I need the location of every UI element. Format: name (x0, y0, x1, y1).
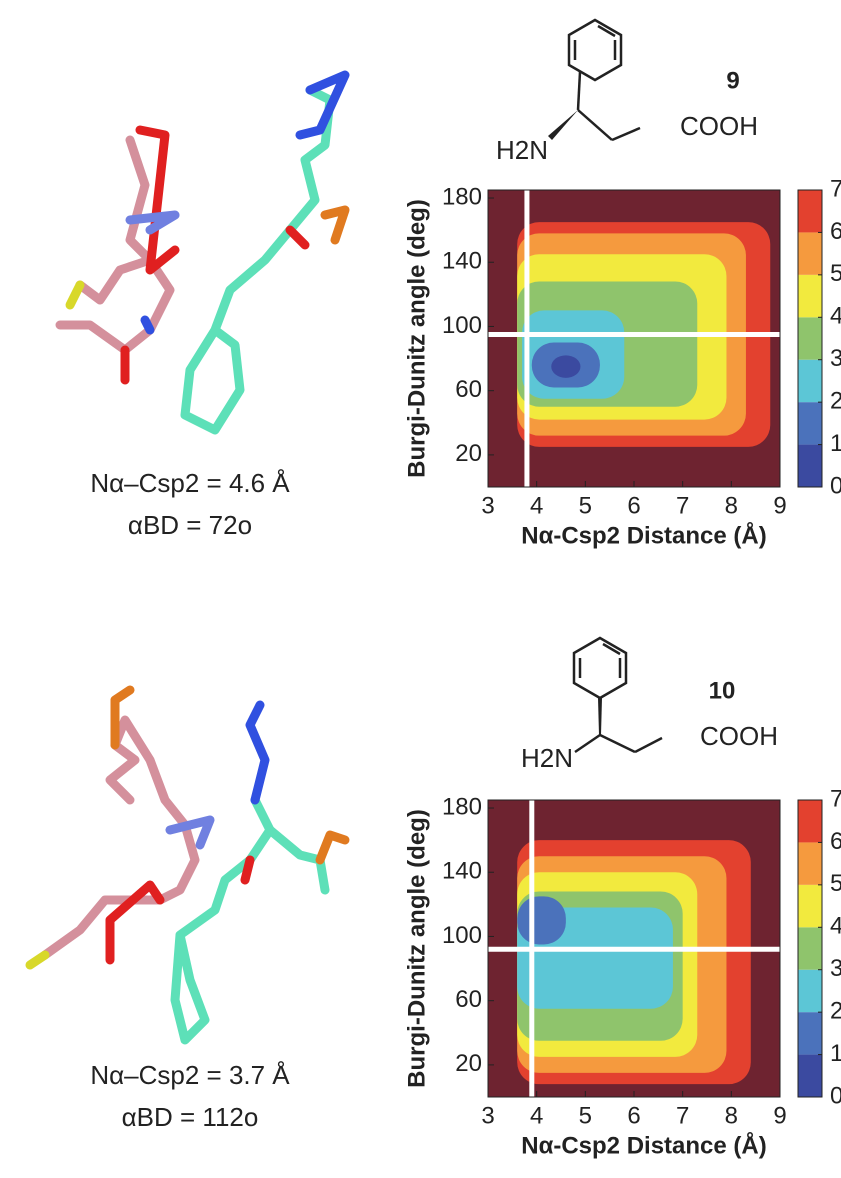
compound-number: 10 (709, 677, 736, 704)
structure-label: COOH (700, 721, 778, 751)
structure-label: H2N (521, 743, 573, 773)
y-tick-label: 100 (442, 922, 482, 949)
x-tick-label: 7 (676, 492, 689, 519)
structure-label: H2N (496, 135, 548, 165)
x-tick-label: 4 (530, 1102, 543, 1129)
y-tick-label: 100 (442, 312, 482, 339)
colorbar-band (798, 1012, 822, 1054)
colorbar-band (798, 190, 822, 232)
colorbar-label: 2 (830, 997, 841, 1024)
colorbar-band (798, 885, 822, 927)
y-tick-label: 180 (442, 793, 482, 820)
x-tick-label: 9 (773, 1102, 786, 1129)
colorbar-band (798, 232, 822, 274)
contour-region (517, 896, 566, 944)
colorbar-band (798, 317, 822, 359)
colorbar-band (798, 842, 822, 884)
colorbar-label: 7 (830, 175, 841, 202)
colorbar-band (798, 275, 822, 317)
x-tick-label: 5 (579, 492, 592, 519)
molecule-render (30, 75, 345, 1040)
colorbar-label: 4 (830, 303, 841, 330)
colorbar-label: 5 (830, 260, 841, 287)
colorbar-label: 3 (830, 345, 841, 372)
colorbar-band (798, 927, 822, 969)
x-tick-label: 5 (579, 1102, 592, 1129)
x-tick-label: 8 (725, 1102, 738, 1129)
x-axis-label: Nα-Csp2 Distance (Å) (521, 521, 766, 549)
y-tick-label: 180 (442, 183, 482, 210)
colorbar-label: 6 (830, 218, 841, 245)
figure: 34567892060100140180Nα-Csp2 Distance (Å)… (0, 0, 841, 1178)
colorbar-band (798, 445, 822, 487)
colorbar-band (798, 402, 822, 444)
colorbar-label: 2 (830, 387, 841, 414)
annotation: αBD = 72o (128, 510, 252, 540)
structure-label: COOH (680, 111, 758, 141)
x-tick-label: 6 (627, 492, 640, 519)
y-tick-label: 20 (455, 440, 482, 467)
colorbar-label: 0 (830, 472, 841, 499)
colorbar-label: 5 (830, 870, 841, 897)
x-tick-label: 9 (773, 492, 786, 519)
x-tick-label: 7 (676, 1102, 689, 1129)
annotation: Nα–Csp2 = 4.6 Å (90, 468, 290, 498)
annotation: Nα–Csp2 = 3.7 Å (90, 1060, 290, 1090)
x-tick-label: 8 (725, 492, 738, 519)
x-tick-label: 4 (530, 492, 543, 519)
colorbar-band (798, 970, 822, 1012)
contour-region (551, 355, 580, 377)
page: 34567892060100140180Nα-Csp2 Distance (Å)… (0, 0, 841, 1178)
structure (574, 638, 662, 752)
x-axis-label: Nα-Csp2 Distance (Å) (521, 1131, 766, 1159)
colorbar-label: 3 (830, 955, 841, 982)
colorbar-label: 6 (830, 828, 841, 855)
structure (548, 20, 640, 140)
y-axis-label: Burgi-Dunitz angle (deg) (403, 199, 430, 478)
compound-number: 9 (726, 67, 739, 94)
y-axis-label: Burgi-Dunitz angle (deg) (403, 809, 430, 1088)
y-tick-label: 140 (442, 858, 482, 885)
x-tick-label: 6 (627, 1102, 640, 1129)
colorbar-band (798, 800, 822, 842)
colorbar-label: 1 (830, 1040, 841, 1067)
colorbar-label: 1 (830, 430, 841, 457)
colorbar-label: 7 (830, 785, 841, 812)
colorbar-label: 0 (830, 1082, 841, 1109)
x-tick-label: 3 (481, 492, 494, 519)
annotation: αBD = 112o (122, 1102, 259, 1132)
colorbar-band (798, 360, 822, 402)
y-tick-label: 60 (455, 986, 482, 1013)
colorbar-label: 4 (830, 913, 841, 940)
y-tick-label: 20 (455, 1050, 482, 1077)
colorbar-band (798, 1055, 822, 1097)
y-tick-label: 60 (455, 376, 482, 403)
y-tick-label: 140 (442, 248, 482, 275)
x-tick-label: 3 (481, 1102, 494, 1129)
